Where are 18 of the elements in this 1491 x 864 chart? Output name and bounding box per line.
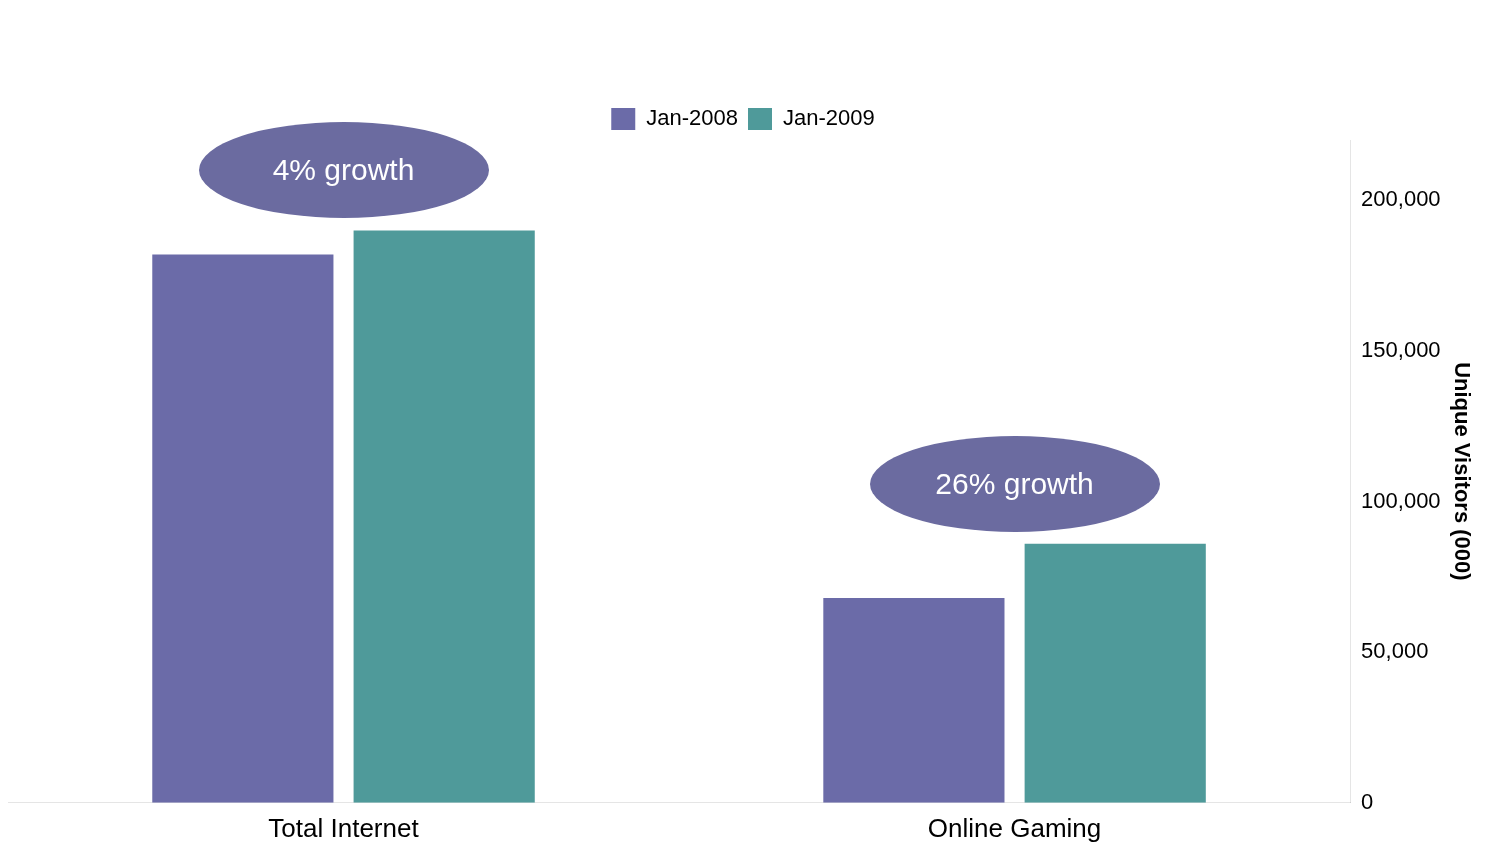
x-tick-label: Total Internet [268, 812, 420, 843]
oval-badge: 4% growth [198, 122, 489, 219]
y-tick-label: 150,000 [1361, 336, 1441, 362]
annotation: 4% growth [272, 153, 415, 188]
bar [1024, 543, 1206, 803]
y-tick-label: 100,000 [1361, 487, 1441, 513]
bar [152, 254, 334, 803]
legend-label: Jan-2009 [783, 105, 875, 131]
bar [353, 230, 535, 803]
oval-badge: 26% growth [869, 435, 1160, 532]
x-tick-label: Online Gaming [927, 812, 1102, 843]
y-tick-label: 0 [1361, 788, 1374, 814]
annotation: 26% growth [935, 466, 1094, 501]
y-tick-label: 200,000 [1361, 186, 1441, 212]
bar [823, 597, 1005, 803]
y-axis-title: Unique Visitors (000) [1449, 362, 1475, 581]
y-tick-label: 50,000 [1361, 638, 1429, 664]
legend-label: Jan-2008 [646, 105, 739, 131]
